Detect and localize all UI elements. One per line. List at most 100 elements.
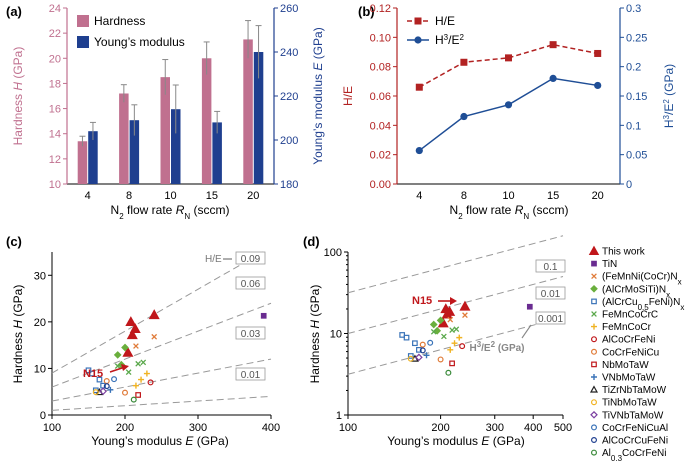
data-point xyxy=(125,316,137,327)
legend-label: This work xyxy=(602,247,646,258)
y-tick-label: 0.08 xyxy=(370,62,391,74)
point-h3e2 xyxy=(504,101,513,109)
guide-label: 0.01 xyxy=(241,370,261,381)
x-tick-label: 400 xyxy=(524,422,542,434)
legend-label: (AlCrMoSiTi)Nx xyxy=(602,284,670,299)
legend-label: CoCrFeNiCuAl xyxy=(602,423,668,434)
data-point xyxy=(135,392,141,398)
bar-hardness xyxy=(201,58,212,184)
data-point xyxy=(147,379,154,386)
panel-label-d: (d) xyxy=(303,234,320,249)
data-point xyxy=(126,329,138,340)
y2-axis-title: Young’s modulus E (GPa) xyxy=(311,27,325,164)
x-tick-label: 10 xyxy=(502,190,514,202)
data-point xyxy=(445,369,452,376)
data-point xyxy=(436,316,445,325)
bar-hardness xyxy=(243,39,253,184)
legend-marker xyxy=(591,311,597,317)
y-tick-label: 0.00 xyxy=(370,179,391,191)
data-point xyxy=(129,323,141,334)
data-point xyxy=(99,387,107,396)
guide-line xyxy=(347,235,564,294)
y-tick-label: 20 xyxy=(34,317,46,329)
panel-label-a: (a) xyxy=(6,4,22,19)
guide-label: 0.001 xyxy=(538,314,563,325)
y2-tick-label: 0.15 xyxy=(626,91,647,103)
data-point xyxy=(416,347,422,353)
data-point xyxy=(143,370,150,377)
y-axis-title: Hardness H (GPa) xyxy=(11,47,25,146)
x-tick-label: 500 xyxy=(554,422,572,434)
data-point xyxy=(447,316,454,323)
data-point xyxy=(449,360,455,367)
guide-line xyxy=(347,316,564,375)
guide-line xyxy=(51,251,264,374)
bar-modulus xyxy=(212,122,222,184)
point-he xyxy=(505,54,512,62)
x-tick-label: 4 xyxy=(85,190,91,202)
y-tick-label: 24 xyxy=(49,3,61,15)
data-point xyxy=(89,370,96,377)
legend-marker-he xyxy=(414,17,422,25)
point-he xyxy=(460,58,468,66)
bar-modulus xyxy=(88,131,98,184)
x-tick-label: 10 xyxy=(164,190,176,202)
legend-marker xyxy=(590,449,597,456)
bar-hardness xyxy=(119,93,129,184)
guide-label-box xyxy=(235,326,266,340)
annotation-arrowhead xyxy=(450,297,457,305)
legend-label-he: H/E xyxy=(435,14,455,28)
guide-label-box xyxy=(235,276,266,290)
data-point xyxy=(419,347,426,354)
x-tick-label: 4 xyxy=(416,190,422,202)
y-tick-label: 1 xyxy=(336,410,342,422)
data-point xyxy=(459,343,466,350)
data-point xyxy=(412,340,418,347)
legend-swatch-hardness xyxy=(77,15,89,27)
data-point xyxy=(133,343,139,349)
y-tick-label: 0.06 xyxy=(370,91,391,103)
data-point xyxy=(140,359,147,366)
y-tick-label: 12 xyxy=(49,154,61,166)
data-point xyxy=(111,376,118,383)
data-point xyxy=(107,386,114,393)
data-point xyxy=(429,320,438,329)
y-tick-label: 0 xyxy=(40,410,46,422)
data-point xyxy=(122,346,134,357)
data-point xyxy=(423,352,430,359)
legend-label: TiN xyxy=(602,259,617,270)
annotation-n15: N15 xyxy=(83,368,103,380)
line-h3e2 xyxy=(418,77,598,152)
x-axis-title: N2 flow rate RN (sccm) xyxy=(111,203,230,221)
x-tick-label: 200 xyxy=(116,422,134,434)
y-tick-label: 16 xyxy=(49,104,61,116)
point-h3e2 xyxy=(460,112,468,121)
legend-label: VNbMoTaW xyxy=(602,373,656,384)
x-tick-label: 20 xyxy=(592,190,604,202)
data-point xyxy=(85,367,92,374)
guide-label: 0.03 xyxy=(241,329,261,340)
data-point xyxy=(441,333,447,340)
y-tick-label: 10 xyxy=(49,179,61,191)
guide-label: 0.09 xyxy=(241,254,261,265)
guide-line xyxy=(347,276,564,334)
x-tick-label: 200 xyxy=(431,422,449,434)
data-point xyxy=(407,355,414,362)
legend-marker xyxy=(590,336,597,343)
guide-title: H/E xyxy=(205,254,222,265)
panel-label-c: (c) xyxy=(6,234,22,249)
data-point xyxy=(121,389,128,396)
data-point xyxy=(437,356,444,363)
data-point xyxy=(148,309,160,320)
chart-panel-a: 10 12 14 16 18 20 22 24 180 200 220 240 260 4 8 10 15 20 H… xyxy=(11,3,325,221)
data-point xyxy=(462,312,468,318)
bar-modulus xyxy=(129,120,140,184)
y2-axis-title: H3/E2 (GPa) xyxy=(662,64,677,128)
data-point xyxy=(132,382,139,389)
y-tick-label: 0.12 xyxy=(370,3,391,15)
data-point xyxy=(135,360,141,367)
legend-label: TiNbMoTaW xyxy=(602,398,657,409)
x-tick-label: 300 xyxy=(486,422,504,434)
legend-label: AlCoCrCuFeNi xyxy=(602,436,668,447)
